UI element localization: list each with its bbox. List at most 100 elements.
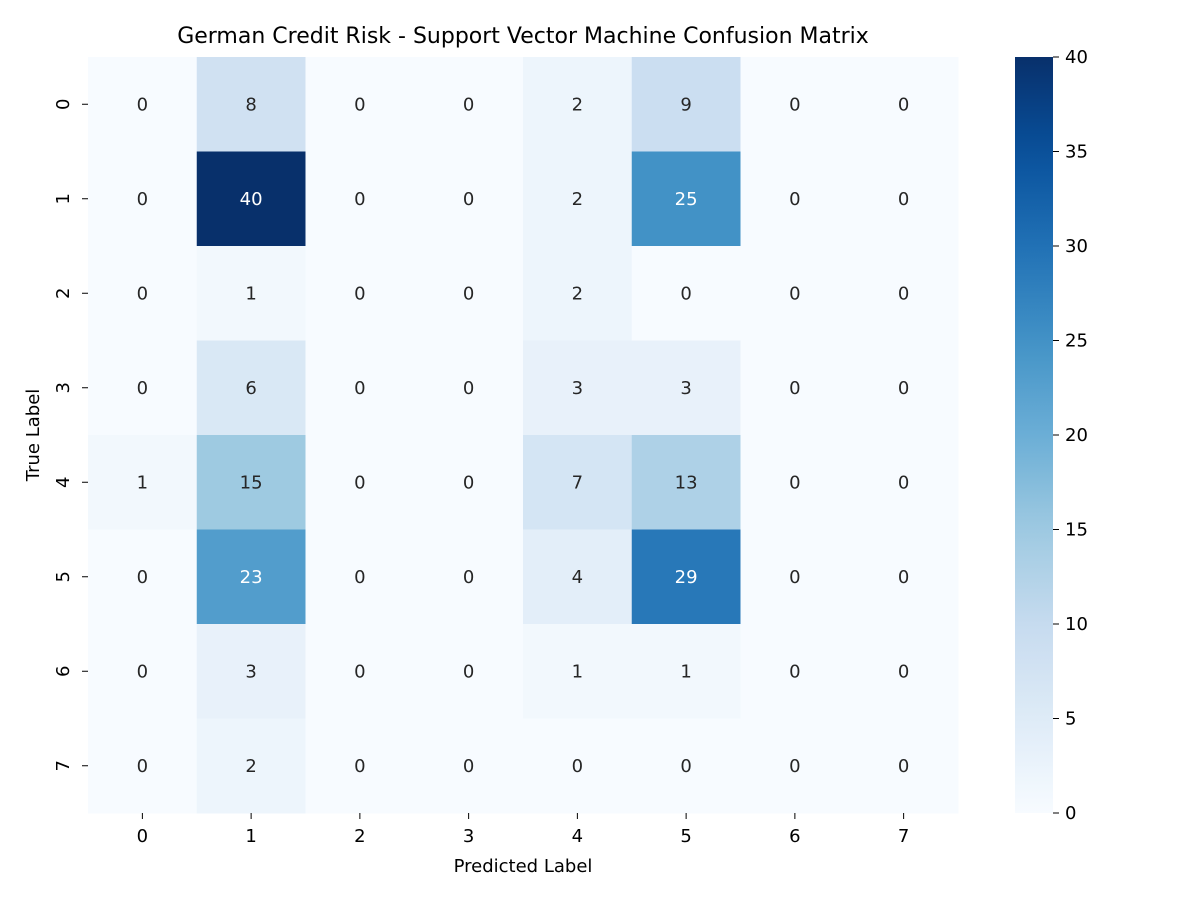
heatmap-cell-value: 3 [245, 661, 256, 682]
heatmap-cell-value: 0 [354, 189, 365, 210]
colorbar [1015, 57, 1053, 813]
heatmap-cell [196, 529, 306, 625]
x-tick-label: 7 [898, 826, 909, 847]
heatmap-cell-value: 4 [572, 567, 583, 588]
x-axis-label: Predicted Label [454, 856, 593, 877]
colorbar-tick-label: 0 [1065, 803, 1076, 824]
heatmap-cell-value: 23 [240, 567, 263, 588]
heatmap-cell [88, 435, 198, 530]
heatmap-cell [523, 435, 633, 530]
heatmap-cell-value: 2 [572, 189, 583, 210]
colorbar-tick-label: 10 [1065, 614, 1088, 635]
heatmap-cell-value: 0 [789, 378, 800, 399]
heatmap-cell [523, 246, 633, 341]
heatmap-cell [305, 435, 415, 530]
heatmap-cell [523, 57, 633, 152]
heatmap-cell [305, 624, 415, 719]
heatmap-cell-value: 0 [354, 283, 365, 304]
heatmap-cell [631, 718, 741, 814]
heatmap-cell-value: 0 [137, 189, 148, 210]
heatmap-cell-value: 3 [572, 378, 583, 399]
x-tick-label: 0 [137, 826, 148, 847]
x-tick-label: 4 [572, 826, 583, 847]
heatmap-cell-value: 0 [354, 378, 365, 399]
heatmap-cell-value: 3 [680, 378, 691, 399]
heatmap-cell [740, 151, 850, 247]
heatmap-cell-value: 0 [680, 756, 691, 777]
y-axis-ticks: 0 1 2 3 4 5 6 7 [53, 99, 88, 771]
heatmap-cell-value: 0 [898, 756, 909, 777]
heatmap-cell-value: 0 [137, 567, 148, 588]
heatmap-cell [631, 624, 741, 719]
heatmap-cell [414, 57, 524, 152]
heatmap-cell-value: 9 [680, 94, 691, 115]
heatmap-cell [196, 624, 306, 719]
y-tick-label: 5 [53, 571, 74, 582]
heatmap-cell [631, 246, 741, 341]
x-tick-label: 6 [789, 826, 800, 847]
heatmap-cell [196, 246, 306, 341]
heatmap-cell-value: 0 [137, 283, 148, 304]
colorbar-tick-label: 40 [1065, 47, 1088, 68]
heatmap-cell-value: 1 [245, 283, 256, 304]
heatmap-cell-value: 0 [354, 94, 365, 115]
heatmap-cell-value: 0 [789, 567, 800, 588]
heatmap-cell [740, 529, 850, 625]
y-tick-label: 2 [53, 288, 74, 299]
heatmap-cell-value: 6 [245, 378, 256, 399]
y-tick-label: 6 [53, 666, 74, 677]
heatmap-cell [414, 529, 524, 625]
heatmap-cell-value: 0 [463, 94, 474, 115]
heatmap-cell-value: 0 [463, 756, 474, 777]
heatmap-cell-value: 0 [354, 661, 365, 682]
colorbar-tick-label: 20 [1065, 425, 1088, 446]
heatmap-cell [88, 529, 198, 625]
heatmap-cell-value: 8 [245, 94, 256, 115]
heatmap-cell-value: 2 [572, 94, 583, 115]
heatmap-cell-value: 0 [463, 472, 474, 493]
colorbar-tick-label: 5 [1065, 709, 1076, 730]
y-tick-label: 7 [53, 760, 74, 771]
heatmap-cell [849, 151, 959, 247]
colorbar-tick-label: 25 [1065, 331, 1088, 352]
heatmap-cell [414, 340, 524, 436]
heatmap-cell [305, 246, 415, 341]
heatmap-cell-value: 0 [463, 661, 474, 682]
heatmap-cell-value: 0 [572, 756, 583, 777]
heatmap-cell [523, 151, 633, 247]
heatmap-cell-value: 0 [354, 472, 365, 493]
heatmap-cell [740, 57, 850, 152]
heatmap-cell [305, 151, 415, 247]
heatmap-cell-value: 2 [572, 283, 583, 304]
heatmap-cell [196, 340, 306, 436]
x-tick-label: 5 [680, 826, 691, 847]
heatmap-cell-value: 0 [898, 189, 909, 210]
heatmap-cell [305, 529, 415, 625]
heatmap-cell [414, 624, 524, 719]
heatmap-cell [88, 151, 198, 247]
y-axis-label: True Label [23, 389, 44, 483]
y-tick-label: 4 [53, 477, 74, 488]
y-tick-label: 1 [53, 193, 74, 204]
heatmap-cell-value: 0 [463, 189, 474, 210]
heatmap-cell-value: 0 [789, 94, 800, 115]
heatmap-cell-value: 1 [572, 661, 583, 682]
heatmap-cell-value: 0 [463, 283, 474, 304]
heatmap-cell-value: 0 [898, 283, 909, 304]
heatmap-cell [196, 151, 306, 247]
heatmap-cell [740, 624, 850, 719]
x-tick-label: 2 [354, 826, 365, 847]
heatmap-cell [631, 151, 741, 247]
heatmap-cell [849, 624, 959, 719]
heatmap-cell-value: 2 [245, 756, 256, 777]
heatmap-cell [740, 246, 850, 341]
heatmap-cell [849, 435, 959, 530]
x-tick-label: 3 [463, 826, 474, 847]
heatmap-cell-value: 0 [789, 472, 800, 493]
heatmap-cell-value: 40 [240, 189, 263, 210]
heatmap-cell-value: 0 [137, 378, 148, 399]
heatmap-cell-value: 0 [354, 567, 365, 588]
heatmap-cell [523, 529, 633, 625]
colorbar-tick-label: 15 [1065, 520, 1088, 541]
colorbar-tick-label: 30 [1065, 236, 1088, 257]
